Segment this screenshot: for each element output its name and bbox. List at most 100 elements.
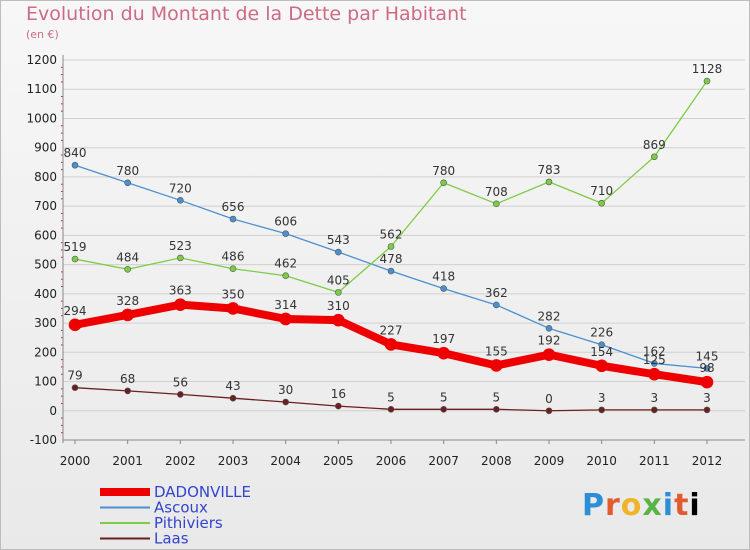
data-label-dadonville: 155 xyxy=(485,344,508,358)
data-label-ascoux: 720 xyxy=(169,181,192,195)
data-label-pithiviers: 519 xyxy=(64,240,87,254)
data-labels: 79 68 56 43 30 16 5 5 5 0 3 3 3 840 780 720 656 606 543 478… xyxy=(64,62,723,406)
legend-label-ascoux: Ascoux xyxy=(154,499,208,517)
data-label-pithiviers: 523 xyxy=(169,239,192,253)
data-label-ascoux: 282 xyxy=(538,309,561,323)
data-label-dadonville: 154 xyxy=(590,345,613,359)
data-label-dadonville: 227 xyxy=(380,323,403,337)
data-label-laas: 5 xyxy=(387,390,395,404)
data-label-pithiviers: 462 xyxy=(274,257,297,271)
axes: -100010020030040050060070080090010001100… xyxy=(26,53,745,468)
data-point-laas xyxy=(440,406,447,413)
legend-label-pithiviers: Pithiviers xyxy=(154,514,223,532)
data-label-laas: 0 xyxy=(545,392,553,406)
data-label-ascoux: 478 xyxy=(380,252,403,266)
y-tick-label: 1200 xyxy=(26,53,57,67)
data-label-ascoux: 840 xyxy=(64,146,87,160)
y-tick-label: 100 xyxy=(34,375,57,389)
data-point-pithiviers xyxy=(229,265,237,273)
data-label-ascoux: 418 xyxy=(432,270,455,284)
data-label-pithiviers: 1128 xyxy=(692,62,723,76)
data-point-dadonville xyxy=(648,367,661,381)
data-point-dadonville xyxy=(595,359,608,373)
x-tick-label: 2008 xyxy=(481,454,512,468)
data-label-ascoux: 226 xyxy=(590,326,613,340)
legend-label-dadonville: DADONVILLE xyxy=(154,483,251,501)
logo-letter: o xyxy=(620,488,643,523)
x-tick-label: 2007 xyxy=(428,454,459,468)
data-label-ascoux: 780 xyxy=(116,164,139,178)
data-label-pithiviers: 562 xyxy=(380,227,403,241)
data-point-ascoux xyxy=(387,267,395,275)
x-tick-label: 2012 xyxy=(692,454,723,468)
logo-letter: t xyxy=(674,488,690,523)
x-tick-label: 2009 xyxy=(534,454,565,468)
data-point-ascoux xyxy=(124,179,131,187)
data-label-ascoux: 362 xyxy=(485,286,508,300)
data-label-pithiviers: 484 xyxy=(116,250,139,264)
data-label-laas: 3 xyxy=(651,391,659,405)
data-point-ascoux xyxy=(440,285,447,292)
data-label-dadonville: 328 xyxy=(116,294,139,308)
y-tick-label: 0 xyxy=(49,404,57,418)
y-tick-label: 800 xyxy=(34,170,57,184)
x-tick-label: 2005 xyxy=(323,454,354,468)
chart-subtitle: (en €) xyxy=(26,28,59,41)
data-point-laas xyxy=(387,406,395,413)
y-tick-label: 900 xyxy=(34,141,57,155)
grid xyxy=(63,59,745,441)
y-tick-label: 1000 xyxy=(26,111,57,125)
data-label-laas: 30 xyxy=(278,383,293,397)
data-label-laas: 79 xyxy=(67,369,82,383)
x-tick-label: 2006 xyxy=(376,454,407,468)
data-point-dadonville xyxy=(226,302,240,315)
logo-letter: i xyxy=(689,488,701,523)
data-label-pithiviers: 710 xyxy=(590,184,613,198)
data-point-laas xyxy=(229,394,237,402)
data-point-dadonville xyxy=(700,375,714,389)
data-point-dadonville xyxy=(68,318,82,332)
data-point-pithiviers xyxy=(651,153,658,161)
y-tick-label: 500 xyxy=(34,258,57,272)
data-point-dadonville xyxy=(542,348,556,361)
data-point-laas xyxy=(124,387,131,395)
data-point-laas xyxy=(493,406,500,413)
legend-label-laas: Laas xyxy=(154,530,189,548)
data-label-dadonville: 197 xyxy=(432,332,455,346)
data-point-dadonville xyxy=(121,308,134,322)
data-label-dadonville: 350 xyxy=(222,287,245,301)
x-tick-label: 2003 xyxy=(218,454,249,468)
series xyxy=(68,77,714,415)
data-label-pithiviers: 708 xyxy=(485,185,508,199)
y-tick-label: 1100 xyxy=(26,82,57,96)
x-tick-label: 2000 xyxy=(60,454,91,468)
data-label-laas: 5 xyxy=(440,390,448,404)
data-point-ascoux xyxy=(335,248,342,256)
data-label-ascoux: 606 xyxy=(274,215,297,229)
data-point-pithiviers xyxy=(545,178,553,186)
data-point-pithiviers xyxy=(177,254,184,262)
data-point-laas xyxy=(598,406,605,414)
data-label-pithiviers: 405 xyxy=(327,273,350,287)
data-point-laas xyxy=(651,406,658,414)
y-tick-label: -100 xyxy=(30,433,57,447)
data-point-dadonville xyxy=(384,338,398,351)
y-tick-label: 200 xyxy=(34,345,57,359)
logo-letter: x xyxy=(642,488,663,523)
data-point-ascoux xyxy=(282,230,289,237)
data-point-dadonville xyxy=(279,312,292,326)
data-point-laas xyxy=(282,398,289,406)
data-point-ascoux xyxy=(651,360,658,367)
data-label-laas: 5 xyxy=(493,390,501,404)
data-label-pithiviers: 780 xyxy=(432,164,455,178)
data-point-pithiviers xyxy=(598,199,605,207)
data-point-pithiviers xyxy=(387,243,395,250)
logo-letter: r xyxy=(605,488,621,523)
data-label-laas: 56 xyxy=(173,375,188,389)
data-point-dadonville xyxy=(174,298,187,311)
data-label-dadonville: 314 xyxy=(274,298,297,312)
data-point-ascoux xyxy=(177,197,184,204)
data-label-dadonville: 363 xyxy=(169,284,192,298)
data-point-ascoux xyxy=(493,301,500,309)
